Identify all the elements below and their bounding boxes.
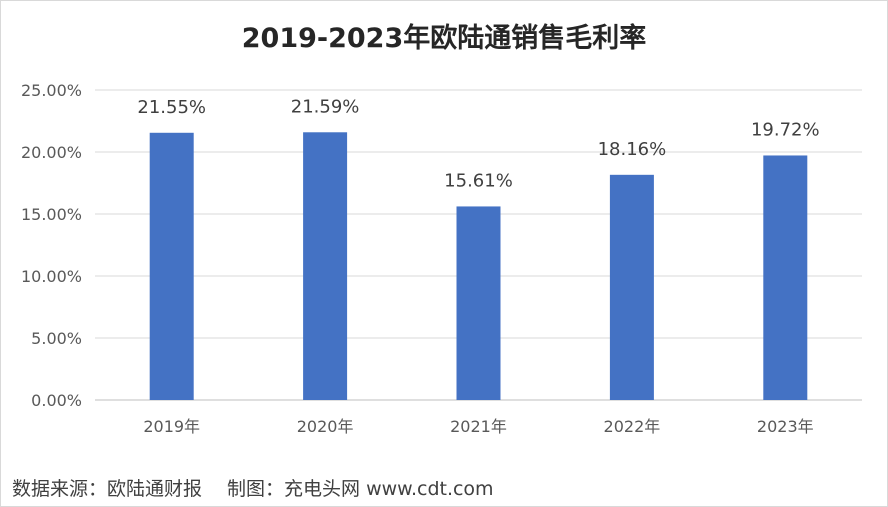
bar [303, 132, 348, 400]
data-label: 19.72% [751, 119, 820, 140]
bar [149, 132, 194, 400]
bar [456, 206, 501, 400]
x-tick-label: 2021年 [450, 417, 507, 436]
chart-title: 2019-2023年欧陆通销售毛利率 [241, 23, 647, 54]
bar [763, 155, 808, 400]
data-label: 15.61% [444, 170, 513, 191]
data-label: 18.16% [598, 139, 667, 160]
y-tick-label: 25.00% [21, 81, 82, 100]
x-tick-label: 2023年 [757, 417, 814, 436]
y-tick-label: 0.00% [31, 391, 82, 410]
x-tick-label: 2019年 [143, 417, 200, 436]
data-label: 21.55% [137, 97, 206, 118]
x-tick-label: 2020年 [297, 417, 354, 436]
data-label: 21.59% [291, 96, 360, 117]
y-tick-label: 15.00% [21, 205, 82, 224]
y-tick-label: 20.00% [21, 143, 82, 162]
bar [609, 174, 654, 400]
x-tick-label: 2022年 [604, 417, 661, 436]
source-note: 数据来源：欧陆通财报 制图：充电头网 www.cdt.com [12, 478, 494, 500]
y-tick-label: 5.00% [31, 329, 82, 348]
y-tick-label: 10.00% [21, 267, 82, 286]
